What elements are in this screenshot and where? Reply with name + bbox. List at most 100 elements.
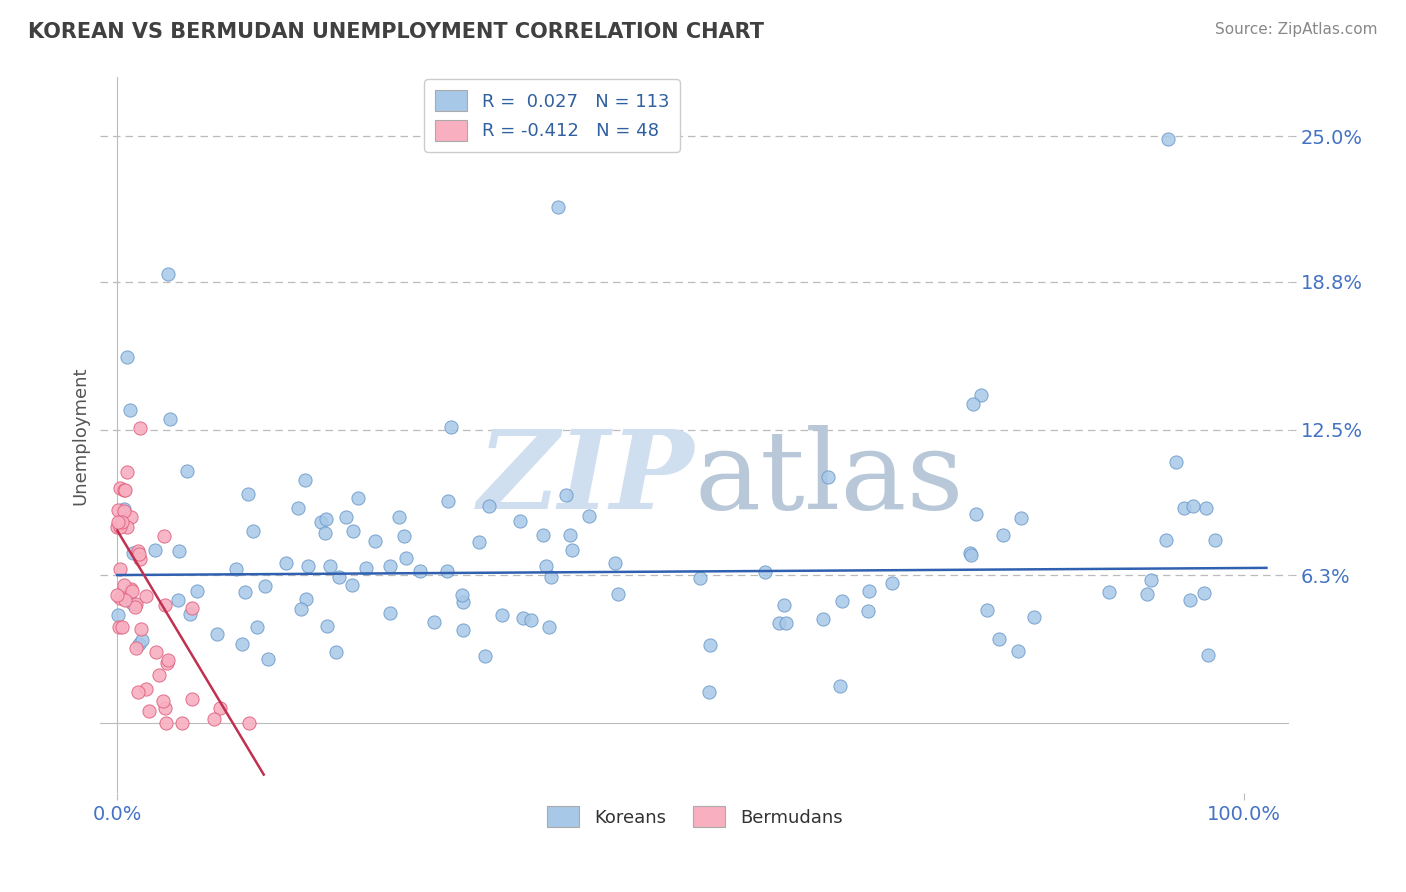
Point xyxy=(831,594,853,608)
Point xyxy=(380,558,402,573)
Point xyxy=(233,585,256,599)
Point xyxy=(970,388,993,402)
Point xyxy=(1157,132,1180,146)
Point xyxy=(205,626,228,640)
Point xyxy=(346,491,368,506)
Point xyxy=(143,543,166,558)
Point xyxy=(474,649,496,664)
Point xyxy=(170,715,193,730)
Point xyxy=(287,500,309,515)
Point xyxy=(1098,585,1121,599)
Point xyxy=(128,547,150,561)
Point xyxy=(108,520,131,534)
Point xyxy=(440,420,463,434)
Point xyxy=(135,681,157,696)
Point xyxy=(295,591,318,606)
Point xyxy=(204,712,226,726)
Point xyxy=(520,613,543,627)
Point xyxy=(114,592,136,607)
Point xyxy=(354,561,377,575)
Point xyxy=(131,633,153,648)
Point xyxy=(107,588,129,602)
Point xyxy=(225,562,247,576)
Point xyxy=(153,700,176,714)
Point xyxy=(107,620,129,634)
Point xyxy=(236,486,259,500)
Point xyxy=(392,529,415,543)
Point xyxy=(107,502,129,516)
Y-axis label: Unemployment: Unemployment xyxy=(72,366,89,505)
Text: atlas: atlas xyxy=(695,425,965,532)
Point xyxy=(127,685,149,699)
Point xyxy=(179,607,201,622)
Point xyxy=(380,606,402,620)
Point xyxy=(540,570,562,584)
Point xyxy=(309,515,332,529)
Point xyxy=(314,525,336,540)
Point xyxy=(512,611,534,625)
Text: ZIP: ZIP xyxy=(478,425,695,533)
Point xyxy=(423,615,446,629)
Point xyxy=(856,604,879,618)
Point xyxy=(547,200,569,214)
Point xyxy=(858,584,880,599)
Point xyxy=(1140,573,1163,587)
Point xyxy=(315,512,337,526)
Point xyxy=(167,593,190,607)
Point xyxy=(965,507,987,521)
Point xyxy=(534,558,557,573)
Point xyxy=(257,652,280,666)
Point xyxy=(176,464,198,478)
Point xyxy=(108,562,131,576)
Point xyxy=(817,470,839,484)
Point xyxy=(135,589,157,603)
Point xyxy=(1197,648,1219,663)
Point xyxy=(129,421,152,435)
Point xyxy=(238,715,260,730)
Point xyxy=(167,544,190,558)
Point xyxy=(1136,587,1159,601)
Point xyxy=(107,515,129,529)
Point xyxy=(768,615,790,630)
Point xyxy=(1204,533,1226,548)
Point xyxy=(111,515,134,529)
Point xyxy=(253,579,276,593)
Point xyxy=(128,551,150,566)
Point xyxy=(242,524,264,539)
Point xyxy=(120,582,142,596)
Point xyxy=(364,534,387,549)
Point xyxy=(342,524,364,538)
Point xyxy=(294,473,316,487)
Point xyxy=(108,591,131,606)
Point xyxy=(773,598,796,612)
Point xyxy=(107,608,129,623)
Point xyxy=(1166,454,1188,468)
Point xyxy=(318,559,340,574)
Point xyxy=(468,535,491,549)
Point xyxy=(125,598,148,612)
Point xyxy=(531,528,554,542)
Point xyxy=(152,694,174,708)
Point xyxy=(129,622,152,636)
Point xyxy=(340,578,363,592)
Point xyxy=(1154,533,1177,547)
Point xyxy=(976,603,998,617)
Point xyxy=(1173,500,1195,515)
Point xyxy=(830,679,852,693)
Point xyxy=(208,700,231,714)
Point xyxy=(325,645,347,659)
Point xyxy=(578,508,600,523)
Point xyxy=(395,551,418,566)
Point xyxy=(554,488,576,502)
Point xyxy=(1007,644,1029,658)
Point xyxy=(987,632,1010,647)
Point xyxy=(120,510,142,524)
Point xyxy=(316,619,339,633)
Point xyxy=(328,570,350,584)
Point xyxy=(156,652,179,666)
Point xyxy=(537,620,560,634)
Point xyxy=(699,638,721,652)
Point xyxy=(1195,501,1218,516)
Point xyxy=(112,502,135,516)
Point xyxy=(561,543,583,558)
